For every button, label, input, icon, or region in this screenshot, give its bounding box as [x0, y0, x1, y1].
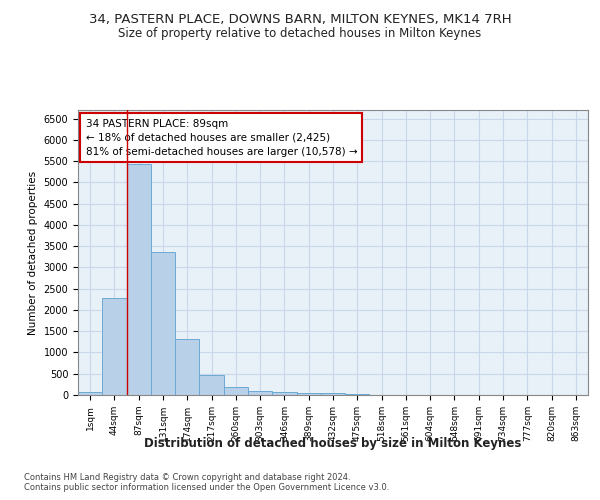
- Text: 34, PASTERN PLACE, DOWNS BARN, MILTON KEYNES, MK14 7RH: 34, PASTERN PLACE, DOWNS BARN, MILTON KE…: [89, 12, 511, 26]
- Y-axis label: Number of detached properties: Number of detached properties: [28, 170, 38, 334]
- Bar: [175, 340, 199, 395]
- Text: Contains public sector information licensed under the Open Government Licence v3: Contains public sector information licen…: [24, 484, 389, 492]
- Bar: [78, 392, 102, 395]
- Bar: [151, 252, 175, 395]
- Text: Size of property relative to detached houses in Milton Keynes: Size of property relative to detached ho…: [118, 28, 482, 40]
- Bar: [102, 298, 127, 395]
- Bar: [296, 393, 321, 395]
- Text: Contains HM Land Registry data © Crown copyright and database right 2024.: Contains HM Land Registry data © Crown c…: [24, 472, 350, 482]
- Bar: [127, 164, 151, 395]
- Bar: [224, 387, 248, 395]
- Bar: [272, 392, 296, 395]
- Bar: [248, 391, 272, 395]
- Text: 34 PASTERN PLACE: 89sqm
← 18% of detached houses are smaller (2,425)
81% of semi: 34 PASTERN PLACE: 89sqm ← 18% of detache…: [86, 118, 357, 156]
- Text: Distribution of detached houses by size in Milton Keynes: Distribution of detached houses by size …: [145, 438, 521, 450]
- Bar: [345, 394, 370, 395]
- Bar: [199, 374, 224, 395]
- Bar: [321, 394, 345, 395]
